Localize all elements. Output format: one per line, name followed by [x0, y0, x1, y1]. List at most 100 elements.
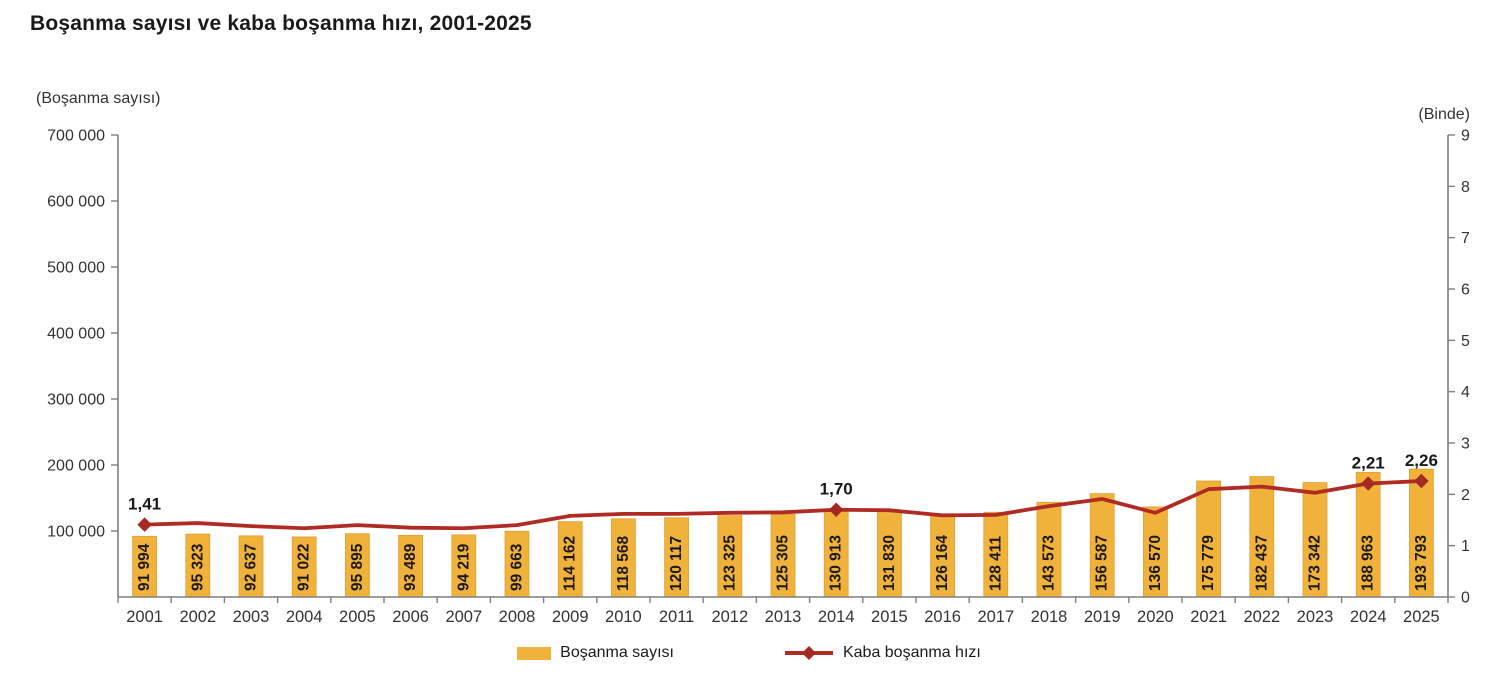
bar-value-label-2010: 118 568: [615, 535, 632, 591]
bar-2021: [1196, 480, 1221, 598]
bar-2001: [132, 535, 157, 598]
bar-value-label-2023: 173 342: [1307, 535, 1324, 591]
x-axis-label-2019: 2019: [1084, 608, 1121, 626]
bar-value-label-2022: 182 437: [1253, 535, 1270, 591]
bar-2022: [1249, 476, 1275, 598]
bar-value-label-2001: 91 994: [136, 543, 153, 591]
right-tick-label: 0: [1461, 590, 1470, 607]
x-axis-label-2020: 2020: [1137, 608, 1174, 626]
x-axis-label-2002: 2002: [179, 608, 216, 626]
x-axis-label-2009: 2009: [552, 608, 589, 626]
x-axis-label-2013: 2013: [765, 608, 802, 626]
right-tick-label: 6: [1461, 282, 1470, 299]
left-axis-unit-label: (Boşanma sayısı): [36, 90, 161, 107]
bar-2016: [930, 513, 955, 598]
bar-value-label-2021: 175 779: [1200, 535, 1217, 591]
bar-2008: [504, 530, 530, 598]
bar-2009: [557, 521, 583, 598]
divorce-rate-line: [142, 479, 1424, 531]
bar-2006: [398, 534, 423, 598]
x-axis-label-2007: 2007: [445, 608, 482, 626]
x-axis-label-2023: 2023: [1297, 608, 1334, 626]
right-tick-label: 1: [1461, 538, 1470, 555]
x-axis-label-2021: 2021: [1190, 608, 1227, 626]
bar-2011: [664, 517, 689, 598]
x-axis-label-2016: 2016: [924, 608, 961, 626]
bar-value-label-2012: 123 325: [721, 535, 738, 591]
bar-value-label-2018: 143 573: [1041, 535, 1058, 591]
bar-value-label-2003: 92 637: [243, 544, 260, 591]
right-axis-unit-label: (Binde): [1418, 106, 1470, 123]
left-tick-label: 600 000: [47, 194, 105, 211]
line-series-swatch-icon: [784, 646, 833, 660]
right-tick-label: 2: [1461, 487, 1470, 504]
rate-marker-2024: [1360, 476, 1376, 491]
legend-label-bosanma-sayisi: Boşanma sayısı: [560, 644, 674, 661]
x-axis-label-2012: 2012: [711, 608, 748, 626]
bar-value-label-2014: 130 913: [828, 535, 845, 591]
rate-marker-2025: [1414, 473, 1429, 489]
bar-value-label-2009: 114 162: [562, 536, 579, 591]
bar-2013: [770, 513, 796, 598]
bar-value-label-2013: 125 305: [775, 535, 792, 591]
right-tick-label: 7: [1461, 230, 1470, 247]
bar-2003: [238, 535, 264, 598]
legend-item-bosanma-sayisi: Boşanma sayısı: [517, 644, 674, 662]
bar-2020: [1143, 506, 1168, 598]
bar-value-label-2017: 128 411: [987, 535, 1004, 591]
bar-2025: [1409, 468, 1434, 598]
left-tick-label: 700 000: [47, 128, 105, 145]
chart-legend: Boşanma sayısı Kaba boşanma hızı: [0, 644, 1498, 662]
right-tick-label: 5: [1461, 333, 1470, 350]
bar-value-label-2007: 94 219: [455, 543, 472, 591]
x-axis-label-2004: 2004: [286, 608, 323, 626]
left-tick-label: 100 000: [47, 524, 105, 541]
legend-label-kaba-bosanma-hizi: Kaba boşanma hızı: [842, 644, 981, 661]
x-axis-label-2008: 2008: [499, 608, 536, 626]
right-tick-label: 4: [1461, 384, 1470, 401]
rate-point-label-2014: 1,70: [820, 480, 853, 499]
left-tick-label: 200 000: [47, 458, 105, 475]
bar-2007: [451, 534, 477, 598]
bar-2017: [983, 511, 1009, 598]
x-axis-label-2003: 2003: [233, 608, 270, 626]
left-tick-label: 400 000: [47, 326, 105, 343]
left-tick-label: 300 000: [47, 392, 105, 409]
bar-value-label-2002: 95 323: [189, 543, 206, 591]
left-tick-label: 500 000: [47, 260, 105, 277]
x-axis-label-2001: 2001: [126, 608, 163, 626]
bar-2012: [717, 515, 743, 598]
rate-marker-2001: [137, 517, 152, 532]
x-axis-label-2024: 2024: [1350, 608, 1387, 626]
rate-point-label-2025: 2,26: [1405, 451, 1438, 470]
bar-value-label-2015: 131 830: [881, 535, 898, 591]
bar-2015: [877, 509, 902, 598]
x-axis-label-2014: 2014: [818, 608, 855, 626]
x-axis-label-2018: 2018: [1031, 608, 1068, 626]
bar-2004: [291, 536, 317, 598]
bar-2019: [1089, 493, 1115, 598]
bar-value-label-2025: 193 793: [1413, 535, 1430, 591]
right-tick-label: 8: [1461, 179, 1470, 196]
bar-value-label-2016: 126 164: [934, 535, 951, 591]
chart-title: Boşanma sayısı ve kaba boşanma hızı, 200…: [30, 12, 532, 35]
bar-value-label-2006: 93 489: [402, 543, 419, 591]
x-axis-label-2011: 2011: [659, 608, 694, 626]
bar-2005: [345, 533, 370, 598]
x-axis-label-2006: 2006: [392, 608, 429, 626]
rate-point-label-2001: 1,41: [128, 495, 161, 514]
bar-value-label-2005: 95 895: [349, 543, 366, 591]
bar-value-label-2024: 188 963: [1360, 535, 1377, 591]
x-axis-label-2010: 2010: [605, 608, 642, 626]
x-axis-label-2005: 2005: [339, 608, 376, 626]
x-axis-label-2025: 2025: [1403, 608, 1440, 626]
right-tick-label: 9: [1461, 128, 1470, 145]
x-axis-label-2022: 2022: [1243, 608, 1280, 626]
x-axis-label-2017: 2017: [977, 608, 1014, 626]
rate-marker-2014: [828, 502, 844, 517]
bar-value-label-2004: 91 022: [296, 544, 313, 591]
bar-2018: [1036, 501, 1062, 598]
bar-2010: [611, 518, 636, 598]
